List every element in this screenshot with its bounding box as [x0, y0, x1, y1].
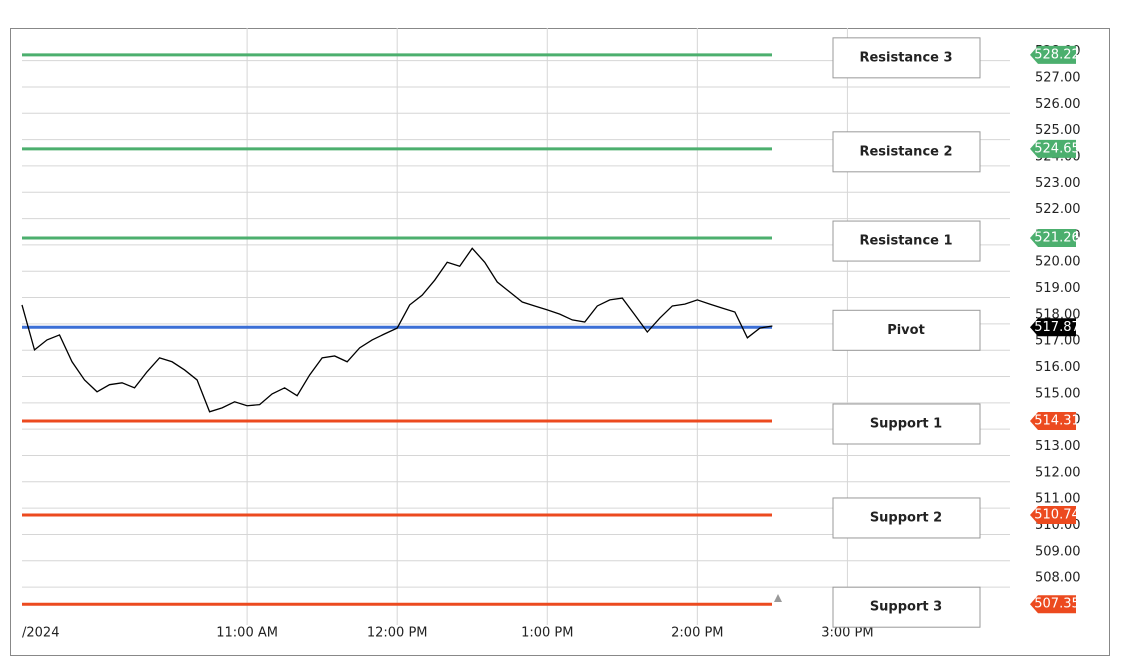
x-tick-label: 1:00 PM — [521, 626, 573, 641]
level-box — [832, 131, 981, 173]
x-tick-label: 11:00 AM — [216, 626, 278, 641]
level-tag — [1030, 45, 1076, 64]
y-tick-label: 516.00 — [1035, 360, 1081, 375]
level-box — [832, 497, 981, 539]
level-value: 507.35 — [1034, 597, 1080, 612]
y-tick-label: 525.00 — [1035, 123, 1081, 138]
y-tick-label: 508.00 — [1035, 571, 1081, 586]
y-tick-label: 520.00 — [1035, 255, 1081, 270]
level-box — [832, 586, 981, 628]
y-tick-label: 515.00 — [1035, 386, 1081, 401]
y-tick-label: 511.00 — [1035, 492, 1081, 507]
level-tag — [1030, 411, 1076, 430]
y-tick-label: 513.00 — [1035, 439, 1081, 454]
y-tick-label: 523.00 — [1035, 176, 1081, 191]
level-value: 524.65 — [1034, 141, 1080, 156]
y-tick-label: 509.00 — [1035, 544, 1081, 559]
level-tag — [1030, 595, 1076, 614]
level-name: Resistance 2 — [859, 144, 952, 159]
level-tag — [1030, 505, 1076, 524]
x-tick-label: 12:00 PM — [367, 626, 428, 641]
level-name: Resistance 3 — [859, 50, 952, 65]
x-tick-label: 2:00 PM — [671, 626, 723, 641]
level-tag — [1030, 318, 1076, 337]
level-box — [832, 309, 981, 351]
level-value: 517.87 — [1034, 320, 1080, 335]
y-tick-label: 519.00 — [1035, 281, 1081, 296]
y-tick-label: 512.00 — [1035, 465, 1081, 480]
level-name: Support 1 — [870, 416, 942, 431]
level-value: 521.26 — [1034, 231, 1080, 246]
y-tick-label: 522.00 — [1035, 202, 1081, 217]
y-tick-label: 517.00 — [1035, 334, 1081, 349]
level-box — [832, 220, 981, 262]
level-tag — [1030, 139, 1076, 158]
level-value: 510.74 — [1034, 507, 1080, 522]
y-tick-label: 526.00 — [1035, 97, 1081, 112]
price-line — [21, 247, 773, 413]
level-name: Pivot — [887, 323, 925, 338]
level-name: Support 2 — [870, 510, 942, 525]
level-value: 528.22 — [1034, 47, 1080, 62]
level-tag — [1030, 229, 1076, 248]
level-box — [832, 403, 981, 445]
level-name: Resistance 1 — [859, 234, 952, 249]
level-value: 514.31 — [1034, 413, 1080, 428]
level-box — [832, 37, 981, 79]
x-tick-label: 3:00 PM — [821, 626, 873, 641]
date-label: /2024 — [22, 626, 59, 641]
level-name: Support 3 — [870, 600, 942, 615]
marker-triangle — [774, 594, 782, 602]
y-tick-label: 527.00 — [1035, 70, 1081, 85]
